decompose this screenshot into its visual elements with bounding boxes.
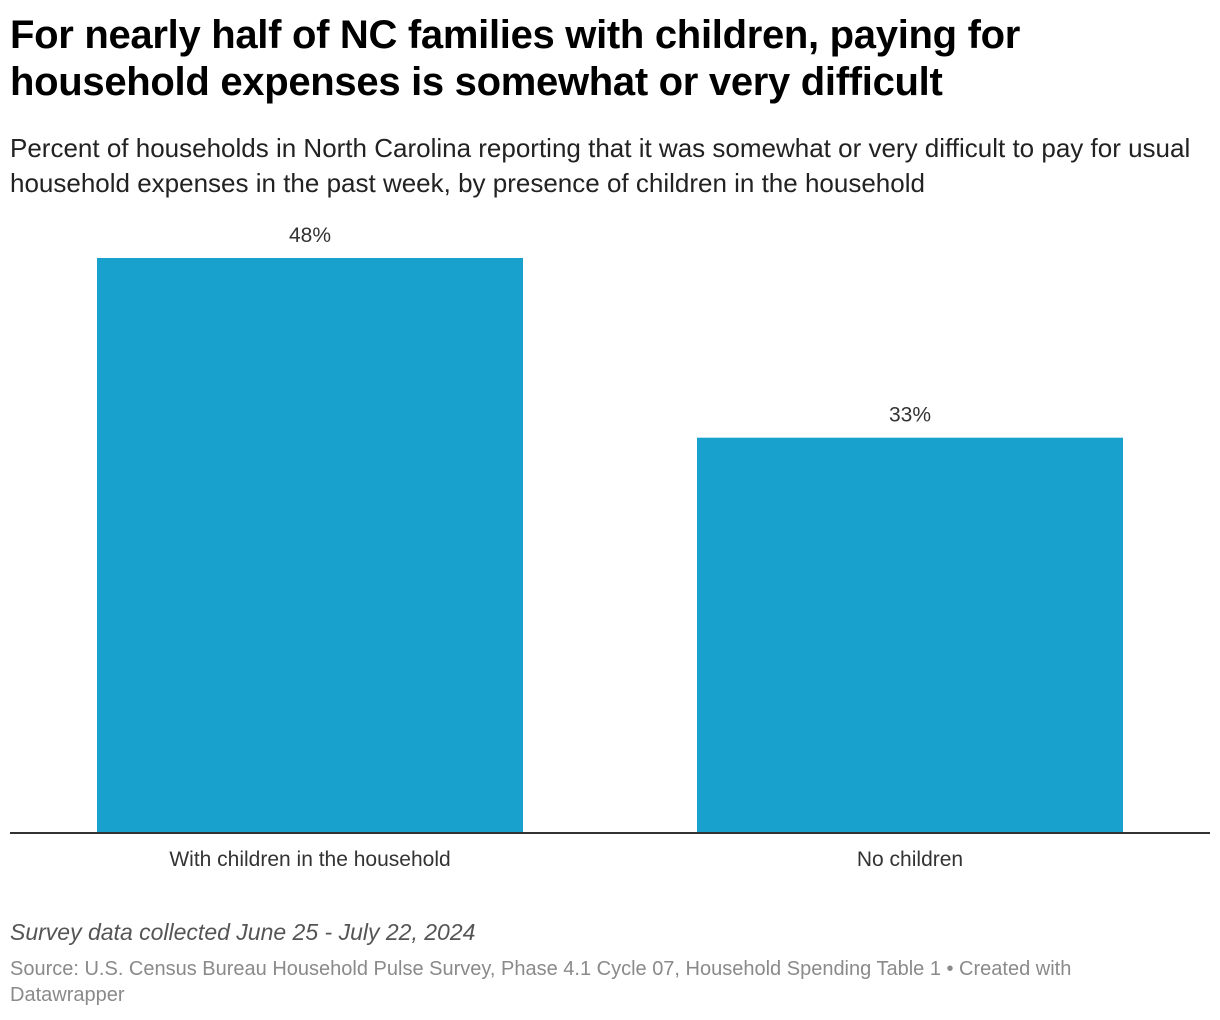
chart-title: For nearly half of NC families with chil…: [10, 13, 1021, 104]
category-label-0: With children in the household: [169, 848, 450, 871]
source-credit: Source: U.S. Census Bureau Household Pul…: [10, 958, 1072, 1006]
value-label-1: 33%: [889, 404, 931, 427]
bar-0: [97, 258, 523, 833]
survey-note: Survey data collected June 25 - July 22,…: [10, 919, 476, 945]
category-label-1: No children: [857, 848, 963, 871]
bar-1: [697, 437, 1123, 833]
chart-subtitle: Percent of households in North Carolina …: [10, 133, 1191, 198]
value-label-0: 48%: [289, 224, 331, 247]
